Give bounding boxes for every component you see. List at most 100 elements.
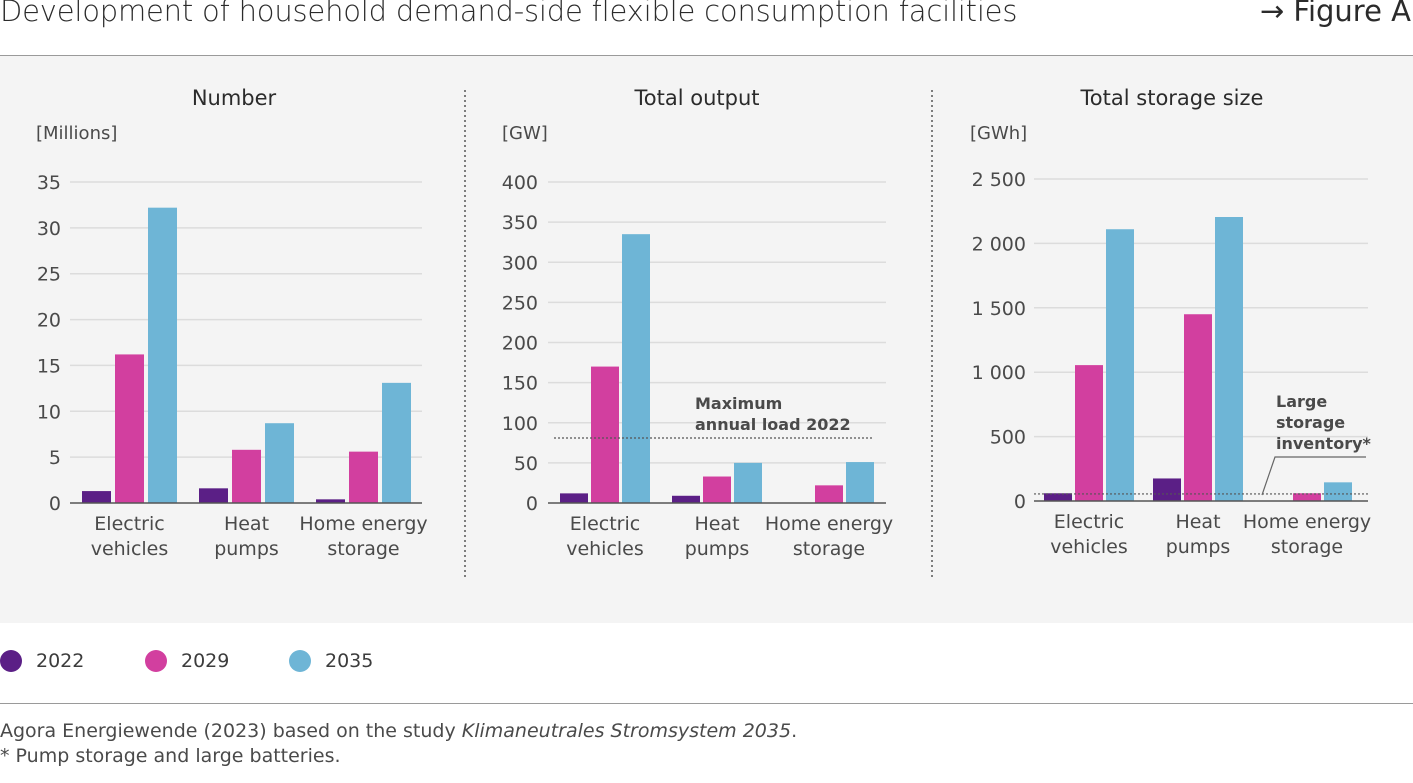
category-label: pumps: [214, 538, 279, 560]
bar-2022: [316, 499, 345, 503]
category-label: Home energy: [299, 513, 427, 535]
bar-2029: [815, 485, 843, 503]
y-tick-label: 1 500: [972, 298, 1026, 320]
source-study-title: Klimaneutrales Stromsystem 2035: [461, 720, 792, 742]
y-tick-label: 200: [502, 333, 538, 355]
chart-title: Number: [192, 86, 277, 110]
category-label: pumps: [1166, 536, 1231, 558]
chart-panel-background: [0, 56, 1413, 623]
category-label: storage: [327, 538, 399, 560]
bar-2035: [1215, 216, 1243, 501]
y-tick-label: 500: [990, 427, 1026, 449]
bar-2035: [622, 234, 650, 503]
y-tick-label: 1 000: [972, 362, 1026, 384]
source-prefix: Agora Energiewende (2023) based on the s…: [0, 720, 462, 742]
category-label: Heat: [224, 513, 269, 535]
y-tick-label: 250: [502, 292, 538, 314]
category-label: Heat: [1175, 511, 1220, 533]
reference-label: Maximum: [695, 394, 782, 413]
y-tick-label: 150: [502, 373, 538, 395]
bar-2035: [734, 462, 762, 503]
category-label: vehicles: [1050, 536, 1128, 558]
chart-panel-2: Total output [GW] 0 50 100 150 200 250 300 350 400…: [502, 86, 893, 560]
category-label: Electric: [1054, 511, 1124, 533]
legend-swatch-2035: [289, 650, 311, 672]
chart-panel-1: Number [Millions] 0 5 10 15 20 25 30 35 Electric ve…: [36, 86, 428, 560]
bottom-divider: [0, 703, 1413, 704]
y-tick-label: 100: [502, 413, 538, 435]
category-label: Home energy: [1243, 511, 1371, 533]
category-label: vehicles: [91, 538, 169, 560]
reference-leader-line: [1261, 456, 1366, 496]
y-tick-label: 5: [49, 447, 61, 469]
y-tick-label: 10: [37, 401, 61, 423]
bar-2022: [199, 488, 228, 503]
source-note: Agora Energiewende (2023) based on the s…: [0, 720, 797, 742]
y-axis-unit-label: [GWh]: [970, 123, 1027, 144]
y-axis-unit-label: [GW]: [502, 123, 548, 144]
legend-label-2035: 2035: [325, 650, 374, 672]
y-tick-label: 0: [49, 493, 61, 515]
y-tick-label: 30: [37, 218, 61, 240]
bar-2029: [349, 451, 378, 503]
y-tick-label: 20: [37, 310, 61, 332]
page-title: Development of household demand-side fle…: [0, 0, 1018, 28]
top-divider: [0, 55, 1413, 56]
y-tick-label: 0: [526, 493, 538, 515]
y-tick-label: 0: [1014, 491, 1026, 513]
bar-2035: [148, 207, 177, 503]
reference-label: inventory*: [1276, 434, 1372, 453]
chart-title: Total storage size: [1080, 86, 1264, 110]
legend-swatch-2022: [0, 650, 22, 672]
legend-label-2029: 2029: [181, 650, 230, 672]
bar-2029: [1293, 493, 1321, 501]
category-label: Heat: [694, 513, 739, 535]
bar-2035: [846, 462, 874, 503]
bar-2022: [1153, 478, 1181, 501]
y-tick-label: 300: [502, 252, 538, 274]
y-tick-label: 2 000: [972, 233, 1026, 255]
y-tick-label: 400: [502, 172, 538, 194]
bar-2022: [672, 495, 700, 503]
y-tick-label: 50: [514, 453, 538, 475]
legend-swatch-2029: [145, 650, 167, 672]
y-tick-label: 15: [37, 355, 61, 377]
bar-2029: [232, 449, 261, 503]
legend-item-2029: 2029: [145, 650, 229, 672]
legend-label-2022: 2022: [36, 650, 85, 672]
bar-2035: [382, 382, 411, 503]
category-label: Home energy: [765, 513, 893, 535]
bar-2029: [703, 476, 731, 503]
reference-label: Large: [1276, 392, 1327, 411]
bar-2035: [265, 423, 294, 503]
bar-2022: [1044, 493, 1072, 501]
category-label: Electric: [570, 513, 640, 535]
bar-2029: [1075, 365, 1103, 501]
y-axis-unit-label: [Millions]: [36, 123, 117, 144]
bar-2029: [591, 366, 619, 503]
bar-2029: [115, 354, 144, 503]
source-suffix: .: [791, 720, 798, 742]
category-label: storage: [793, 538, 865, 560]
footnote: * Pump storage and large batteries.: [0, 745, 341, 767]
category-label: Electric: [94, 513, 164, 535]
reference-label: annual load 2022: [695, 415, 851, 434]
category-label: vehicles: [566, 538, 644, 560]
bar-2022: [560, 493, 588, 503]
y-tick-label: 2 500: [972, 169, 1026, 191]
legend-item-2022: 2022: [0, 650, 84, 672]
category-label: pumps: [685, 538, 750, 560]
y-tick-label: 25: [37, 264, 61, 286]
legend-item-2035: 2035: [289, 650, 373, 672]
y-tick-label: 350: [502, 212, 538, 234]
bar-2022: [82, 491, 111, 503]
bar-2029: [1184, 314, 1212, 501]
chart-title: Total output: [634, 86, 760, 110]
bar-2035: [1106, 229, 1134, 501]
y-tick-label: 35: [37, 172, 61, 194]
category-label: storage: [1271, 536, 1343, 558]
bar-2035: [1324, 482, 1352, 501]
chart-panel-3: Total storage size [GWh] 0 500 1 000 1 500 2 0…: [970, 86, 1372, 558]
figure-reference: → Figure A: [1259, 0, 1411, 28]
